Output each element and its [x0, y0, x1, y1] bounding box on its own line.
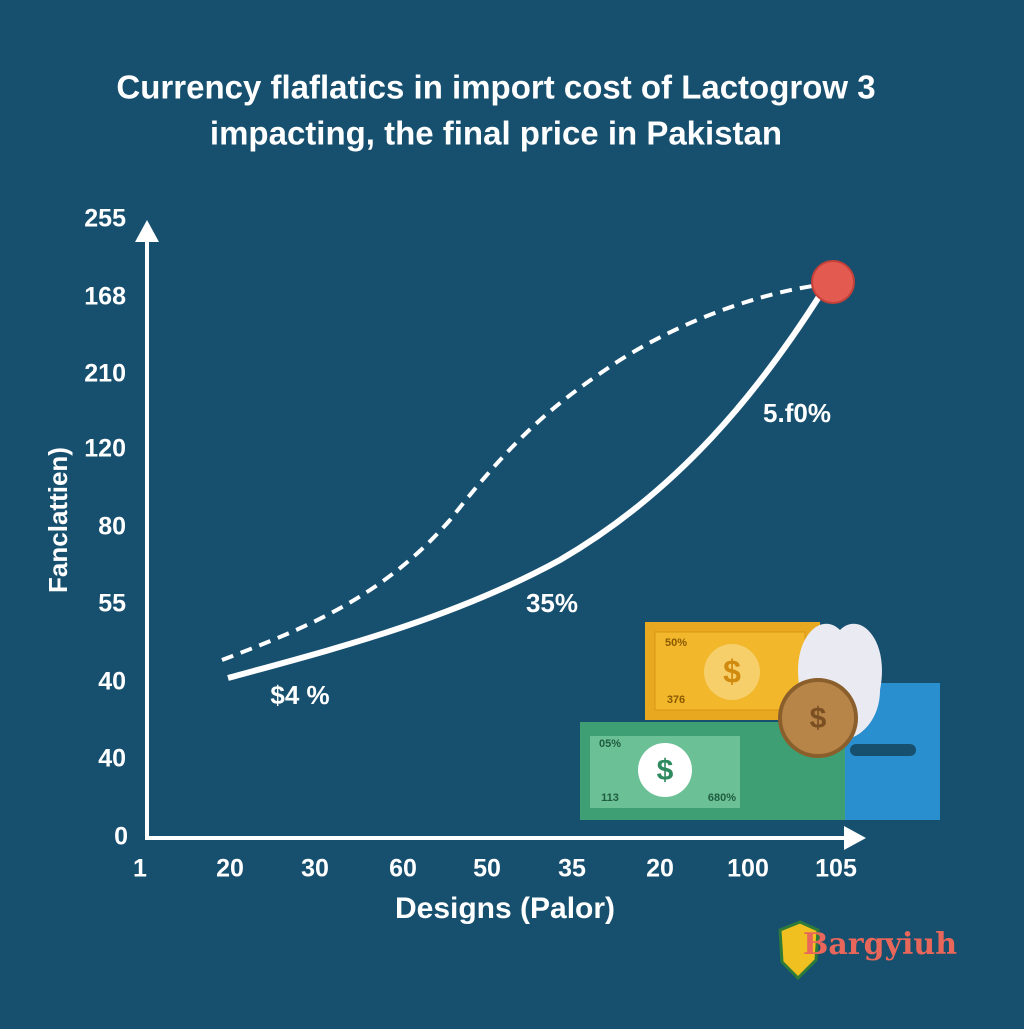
- money-illustration: $ $ $: [580, 622, 940, 820]
- x-tick-label: 105: [815, 855, 857, 883]
- axes: [135, 220, 866, 850]
- y-tick-label: 168: [84, 283, 126, 311]
- chart-title: Currency flaflatics in import cost of La…: [116, 69, 875, 106]
- dollar-circle: [704, 644, 760, 700]
- logo-text: Bargyiuh: [803, 927, 957, 962]
- y-tick-label: 255: [84, 205, 126, 233]
- x-tick-label: 35: [558, 855, 586, 883]
- dollar-circle: [638, 743, 692, 797]
- illustration-label: 50%: [665, 637, 687, 649]
- y-tick-label: 210: [84, 360, 126, 388]
- illustration-label: 680%: [708, 792, 736, 804]
- x-tick-label: 60: [389, 855, 417, 883]
- y-tick-label: 120: [84, 435, 126, 463]
- chart-title: impacting, the final price in Pakistan: [210, 115, 782, 152]
- x-tick-label: 20: [646, 855, 674, 883]
- annotation: 5.f0%: [763, 398, 831, 428]
- illustration-label: 113: [601, 792, 619, 804]
- y-tick-label: 80: [98, 513, 126, 541]
- x-axis-title: Designs (Palor): [395, 892, 615, 925]
- x-tick-label: 20: [216, 855, 244, 883]
- dollar-sign: $: [723, 653, 741, 689]
- annotation: 35%: [526, 588, 578, 618]
- solid-curve: [227, 290, 825, 681]
- illustration-label: 376: [667, 694, 685, 706]
- y-tick-label: 55: [98, 590, 126, 618]
- x-tick-label: 1: [133, 855, 147, 883]
- illustration-labels: 50% 376 05% 113 680%: [599, 637, 736, 804]
- x-tick-label: 100: [727, 855, 769, 883]
- dollar-sign: $: [657, 754, 674, 787]
- logo: [778, 920, 820, 981]
- logo-shield: [778, 920, 820, 981]
- y-tick-label: 40: [98, 668, 126, 696]
- dashed-curve: [221, 283, 821, 662]
- y-tick-label: 40: [98, 745, 126, 773]
- illustration-label: 05%: [599, 738, 621, 750]
- slot: [850, 744, 916, 756]
- y-tick-label: 0: [114, 823, 128, 851]
- y-axis-title: Fanclattien): [43, 447, 73, 593]
- coin: [778, 678, 858, 758]
- x-tick-label: 30: [301, 855, 329, 883]
- y-axis-arrow: [135, 220, 159, 242]
- end-marker: [811, 260, 855, 304]
- annotation: $4 %: [270, 680, 329, 710]
- coin-sign: $: [810, 702, 827, 735]
- x-axis-arrow: [844, 826, 866, 850]
- x-tick-label: 50: [473, 855, 501, 883]
